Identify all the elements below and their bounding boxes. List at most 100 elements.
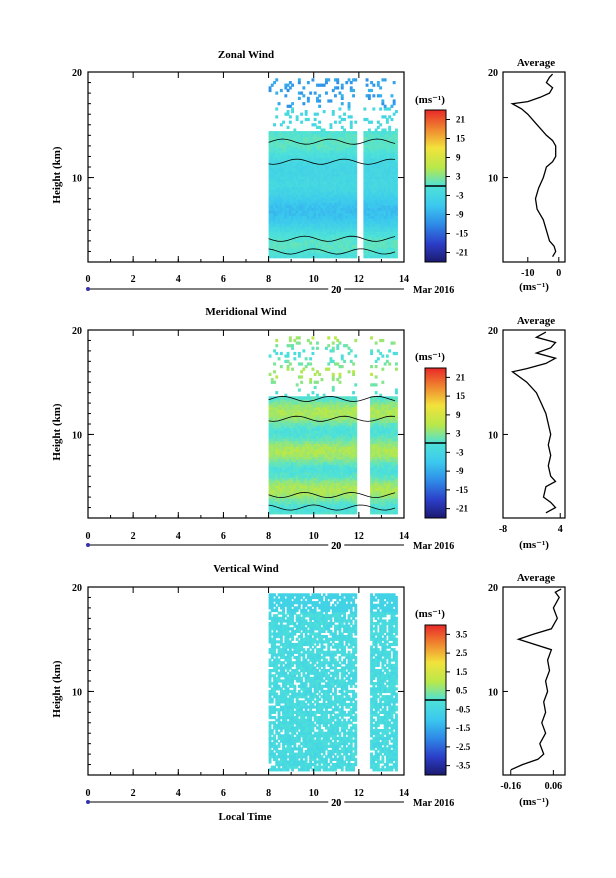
- heatmap-cell: [341, 102, 344, 105]
- heatmap-cell: [309, 92, 312, 95]
- heatmap-cell: [388, 126, 391, 129]
- heatmap-cell: [280, 89, 283, 92]
- heatmap-cell: [273, 370, 276, 373]
- average-frame: [503, 72, 565, 262]
- avg-x-label: (ms⁻¹): [519, 281, 549, 293]
- heatmap-cell: [289, 336, 292, 339]
- heatmap-cell: [377, 81, 380, 84]
- x-tick-label: 6: [221, 274, 226, 285]
- heatmap-cell: [298, 342, 301, 345]
- heatmap: [269, 78, 398, 258]
- heatmap-cell: [291, 107, 294, 110]
- heatmap-cell: [354, 383, 357, 386]
- heatmap-cell: [354, 396, 357, 399]
- heatmap-cell: [327, 336, 330, 339]
- heatmap-cell: [352, 370, 355, 373]
- heatmap-cell: [278, 102, 281, 105]
- heatmap-cell: [339, 381, 342, 384]
- heatmap-cell: [269, 355, 272, 358]
- heatmap-cell: [343, 118, 346, 121]
- heatmap-cell: [393, 99, 396, 102]
- heatmap-cell: [298, 336, 301, 339]
- heatmap-cell: [289, 115, 292, 118]
- heatmap-cell: [375, 383, 378, 386]
- heatmap-cell: [314, 118, 317, 121]
- heatmap-cell: [287, 110, 290, 113]
- heatmap-cell: [298, 389, 301, 392]
- heatmap-cell: [370, 373, 373, 376]
- heatmap-cell: [293, 357, 296, 360]
- y-tick-label: 20: [72, 68, 82, 79]
- heatmap-cell: [330, 123, 333, 126]
- heatmap-cell: [379, 86, 382, 89]
- heatmap-cell: [354, 131, 357, 134]
- heatmap-cell: [316, 342, 319, 345]
- heatmap-cell: [334, 121, 337, 124]
- heatmap-cell: [370, 89, 373, 92]
- heatmap-cell: [350, 115, 353, 118]
- heatmap-cell: [291, 344, 294, 347]
- colorbar-tick-label: -3: [456, 191, 464, 201]
- heatmap-cell: [332, 347, 335, 350]
- heatmap-cell: [287, 126, 290, 129]
- heatmap-cell: [307, 81, 310, 84]
- heatmap-cell: [305, 110, 308, 113]
- y-axis-label: Height (km): [51, 146, 63, 203]
- heatmap-cell: [391, 94, 394, 97]
- heatmap-cell: [343, 113, 346, 116]
- heatmap-cell: [289, 362, 292, 365]
- heatmap-cell: [330, 99, 333, 102]
- heatmap-cell: [336, 78, 339, 81]
- heatmap-cell: [302, 102, 305, 105]
- colorbar-label: (ms⁻¹): [415, 94, 445, 106]
- heatmap-cell: [377, 357, 380, 360]
- heatmap-cell: [275, 339, 278, 342]
- heatmap-cell: [352, 94, 355, 97]
- heatmap-cell: [282, 121, 285, 124]
- heatmap-cell: [381, 99, 384, 102]
- heatmap-cell: [300, 375, 303, 378]
- colorbar-tick-label: 9: [456, 153, 461, 163]
- heatmap-cell: [341, 84, 344, 87]
- heatmap-cell: [391, 118, 394, 121]
- heatmap-cell: [300, 381, 303, 384]
- heatmap-cell: [332, 386, 335, 389]
- heatmap-cell: [336, 86, 339, 89]
- heatmap-cell: [291, 368, 294, 371]
- heatmap-cell: [363, 107, 366, 110]
- heatmap-cell: [395, 129, 398, 132]
- heatmap-cell: [321, 378, 324, 381]
- heatmap-cell: [327, 78, 330, 81]
- heatmap-cell: [314, 92, 317, 95]
- heatmap-cell: [296, 115, 299, 118]
- heatmap-cell: [395, 110, 398, 113]
- heatmap-cell: [302, 86, 305, 89]
- heatmap-cell: [318, 373, 321, 376]
- heatmap-cell: [343, 360, 346, 363]
- heatmap-cell: [312, 352, 315, 355]
- heatmap-cell: [393, 81, 396, 84]
- heatmap-cell: [370, 336, 373, 339]
- date-axis-marker: [86, 287, 90, 291]
- avg-y-tick-label: 20: [488, 68, 498, 79]
- heatmap-cell: [275, 115, 278, 118]
- heatmap-cell: [309, 357, 312, 360]
- x-tick-label: 8: [266, 274, 271, 285]
- heatmap-cell: [341, 94, 344, 97]
- heatmap-cell: [348, 370, 351, 373]
- heatmap-cell: [309, 342, 312, 345]
- heatmap-cell: [300, 121, 303, 124]
- heatmap-cell: [318, 121, 321, 124]
- heatmap-cell: [275, 344, 278, 347]
- colorbar-tick-label: 3: [456, 172, 461, 182]
- heatmap-cell: [298, 97, 301, 100]
- heatmap-cell: [309, 378, 312, 381]
- avg-x-tick-label: 0: [556, 268, 561, 279]
- date-label: 20: [331, 285, 341, 296]
- colorbar-tick-label: -21: [456, 248, 468, 258]
- heatmap-cell: [298, 352, 301, 355]
- heatmap-cell: [280, 365, 283, 368]
- x-tick-label: 4: [176, 274, 181, 285]
- heatmap-cell: [275, 391, 278, 394]
- heatmap-cell: [273, 123, 276, 126]
